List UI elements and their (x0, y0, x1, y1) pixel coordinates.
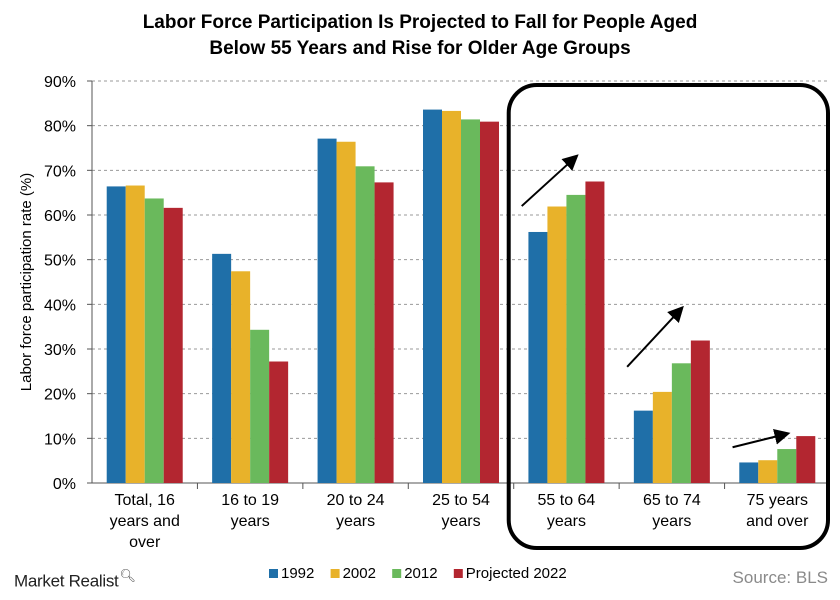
trend-arrow (626, 305, 684, 368)
legend-swatch (330, 569, 340, 578)
legend-swatch (392, 569, 402, 578)
bar (633, 410, 653, 483)
bar (442, 110, 461, 483)
x-tick-label: 25 to 54 years (432, 492, 490, 530)
bar (461, 119, 480, 483)
bar (125, 185, 145, 483)
legend-label: Projected 2022 (466, 565, 567, 582)
bar (163, 207, 183, 483)
trend-arrow (732, 428, 791, 449)
bar (777, 449, 797, 483)
source-note: Source: BLS (732, 568, 828, 587)
y-tick-label: 20% (44, 387, 76, 404)
y-tick-label: 80% (44, 119, 76, 136)
brand-logo: Market Realist🔍︎ (14, 568, 136, 592)
bar (336, 141, 356, 483)
y-tick-label: 40% (44, 297, 76, 314)
y-tick-label: 90% (44, 74, 76, 91)
y-tick-label: 30% (44, 342, 76, 359)
bar (231, 271, 251, 483)
x-tick-label: 55 to 64 years (538, 492, 596, 530)
bar (652, 391, 672, 483)
bar (250, 329, 270, 483)
chart-title-line-1: Labor Force Participation Is Projected t… (142, 12, 698, 33)
chart-title-line-2: Below 55 Years and Rise for Older Age Gr… (209, 38, 631, 59)
x-tick-label: Total, 16 years and over (110, 492, 180, 551)
bar (106, 186, 126, 483)
legend-label: 2012 (404, 565, 437, 582)
y-axis-label: Labor force participation rate (%) (18, 173, 35, 391)
legend-swatch (453, 569, 463, 578)
bar (269, 361, 289, 483)
bar (671, 363, 691, 483)
bar (355, 166, 375, 483)
trend-arrow (521, 154, 579, 207)
legend-label: 2002 (343, 565, 376, 582)
bar (528, 231, 548, 483)
bar (212, 253, 232, 483)
bar (317, 138, 337, 483)
bar (144, 198, 164, 483)
y-tick-label: 60% (44, 208, 76, 225)
bar (690, 340, 710, 483)
search-icon: 🔍︎ (119, 568, 136, 583)
y-tick-label: 50% (44, 253, 76, 270)
bar (739, 462, 759, 483)
x-tick-label: 75 years and over (746, 492, 809, 530)
x-tick-label: 20 to 24 years (327, 492, 385, 530)
y-tick-label: 70% (44, 163, 76, 180)
bar (585, 181, 605, 483)
x-tick-label: 16 to 19 years (221, 492, 279, 530)
bar (566, 194, 586, 483)
legend-label: 1992 (281, 565, 314, 582)
highlight-box (506, 83, 830, 550)
y-tick-label: 0% (53, 476, 76, 493)
bar (480, 121, 499, 483)
bar (796, 436, 816, 483)
x-tick-label: 65 to 74 years (643, 492, 701, 530)
bar (758, 460, 778, 483)
y-tick-label: 10% (44, 431, 76, 448)
chart-title: Labor Force Participation Is Projected t… (0, 10, 840, 62)
legend-swatch (269, 569, 278, 578)
bar (547, 206, 567, 483)
bar (374, 182, 394, 484)
brand-name: Market Realist (14, 571, 119, 591)
bar (423, 109, 442, 483)
